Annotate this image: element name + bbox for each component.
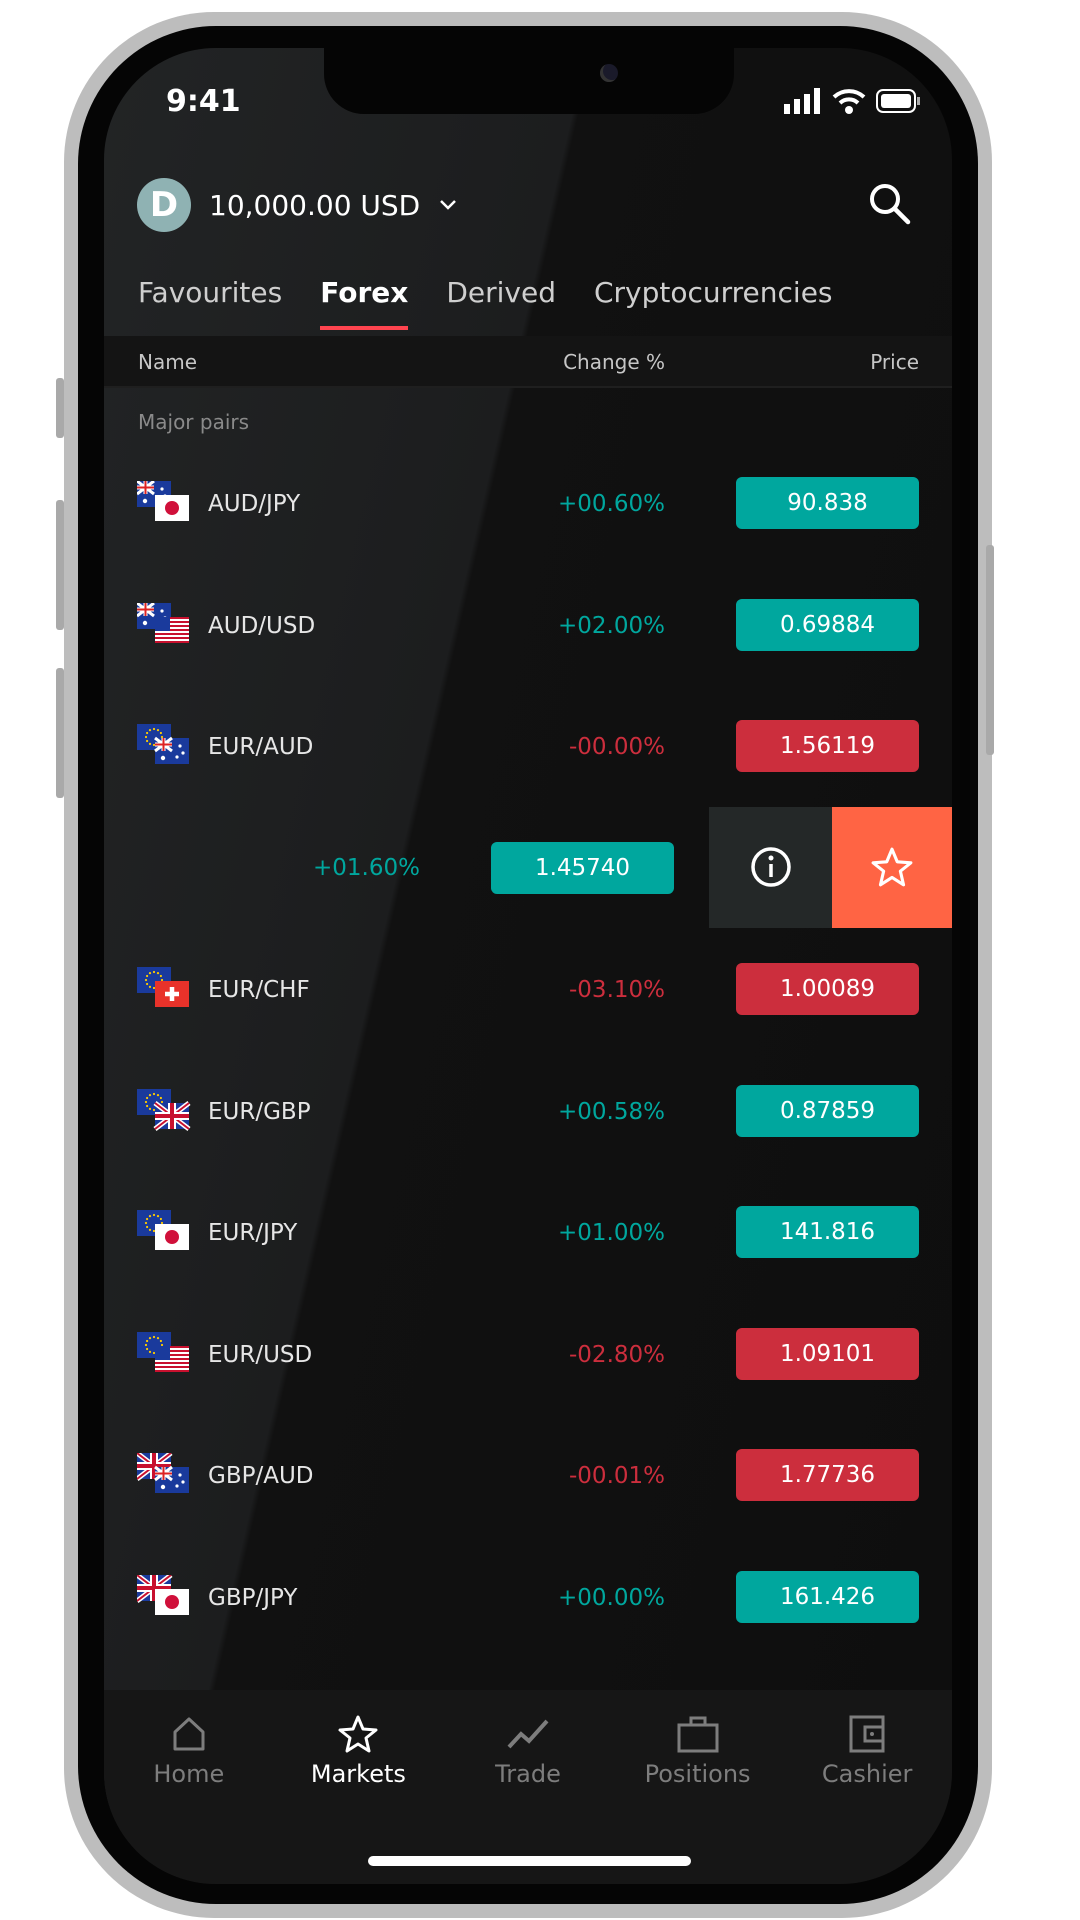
nav-label: Trade [495, 1760, 561, 1788]
nav-label: Cashier [821, 1760, 913, 1788]
symbol-name: GBP/JPY [208, 1584, 298, 1611]
side-button [56, 378, 64, 438]
market-row[interactable]: EUR/CHF -03.10% 1.00089 [104, 939, 952, 1049]
table-header: Name Change % Price [104, 336, 952, 388]
star-icon [338, 1715, 378, 1753]
add-favourite-button[interactable] [832, 806, 952, 928]
bottom-nav: Home Markets Trade Positions Cashier [104, 1690, 952, 1884]
side-button [986, 545, 994, 755]
header-name: Name [138, 350, 198, 374]
price-button[interactable]: 1.45740 [491, 841, 674, 894]
nav-markets[interactable]: Markets [274, 1690, 444, 1884]
home-indicator [368, 1856, 691, 1866]
change-percent: +00.58% [558, 1098, 665, 1125]
market-row[interactable]: GBP/JPY +00.00% 161.426 [104, 1547, 952, 1657]
wifi-icon [832, 89, 866, 114]
tab-cryptocurrencies[interactable]: Cryptocurrencies [593, 276, 833, 309]
price-button[interactable]: 1.77736 [736, 1449, 919, 1501]
currency-flags [137, 967, 189, 1007]
header-price: Price [870, 350, 919, 374]
tab-favourites[interactable]: Favourites [138, 276, 283, 309]
side-button [56, 668, 64, 798]
notch [324, 48, 734, 114]
price-button[interactable]: 1.00089 [736, 963, 919, 1015]
status-icons [784, 88, 922, 114]
market-row[interactable]: +01.60% 1.45740 [104, 806, 952, 928]
symbol-name: EUR/AUD [208, 734, 314, 760]
change-percent: +01.60% [313, 854, 420, 881]
home-icon [173, 1717, 205, 1751]
market-row[interactable]: EUR/AUD -00.00% 1.56119 [104, 696, 952, 806]
market-tabs: Favourites Forex Derived Cryptocurrencie… [104, 276, 952, 336]
currency-flags [137, 1088, 191, 1131]
price-button[interactable]: 0.69884 [736, 598, 919, 651]
market-row[interactable]: GBP/AUD -00.01% 1.77736 [104, 1425, 952, 1535]
symbol-name: EUR/CHF [208, 977, 310, 1003]
change-percent: -02.80% [569, 1341, 665, 1368]
currency-flags [137, 481, 189, 521]
symbol-name: GBP/AUD [208, 1463, 314, 1489]
symbol-name: AUD/USD [208, 612, 316, 639]
currency-flags [137, 1574, 189, 1615]
currency-flags [137, 724, 189, 764]
change-percent: +00.60% [558, 491, 665, 517]
symbol-name: EUR/JPY [208, 1220, 298, 1246]
market-row[interactable]: EUR/GBP +00.58% 0.87859 [104, 1061, 952, 1171]
change-percent: -00.01% [569, 1463, 665, 1489]
account-logo: D [137, 178, 191, 232]
market-row[interactable]: AUD/USD +02.00% 0.69884 [104, 575, 952, 685]
currency-flags [137, 1210, 189, 1250]
search-icon[interactable] [868, 182, 912, 226]
wallet-icon [849, 1715, 885, 1753]
tab-derived[interactable]: Derived [446, 276, 556, 309]
battery-icon [876, 89, 920, 113]
side-button [56, 500, 64, 630]
price-button[interactable]: 1.09101 [736, 1327, 919, 1380]
camera [600, 64, 618, 82]
symbol-name: AUD/JPY [208, 491, 301, 517]
market-row[interactable]: EUR/JPY +01.00% 141.816 [104, 1182, 952, 1292]
app-screen: 9:41 D 10,000.00 USD Favourites Forex De… [104, 48, 952, 1884]
section-title: Major pairs [138, 410, 250, 434]
change-percent: -03.10% [569, 977, 665, 1003]
price-button[interactable]: 0.87859 [736, 1084, 919, 1137]
price-button[interactable]: 141.816 [736, 1206, 919, 1258]
nav-label: Markets [310, 1760, 406, 1788]
price-button[interactable]: 1.56119 [736, 720, 919, 772]
tab-forex[interactable]: Forex [320, 276, 409, 336]
price-button[interactable]: 90.838 [736, 477, 919, 529]
change-percent: +01.00% [558, 1220, 665, 1246]
market-row[interactable]: AUD/JPY +00.60% 90.838 [104, 453, 952, 563]
price-button[interactable]: 161.426 [736, 1570, 919, 1623]
info-button[interactable] [709, 806, 832, 928]
market-row[interactable]: EUR/USD -02.80% 1.09101 [104, 1304, 952, 1414]
symbol-name: EUR/USD [208, 1341, 313, 1368]
account-balance-selector[interactable]: D 10,000.00 USD [137, 178, 458, 232]
change-percent: -00.00% [569, 734, 665, 760]
nav-trade[interactable]: Trade [443, 1690, 613, 1884]
briefcase-icon [677, 1716, 719, 1753]
nav-cashier[interactable]: Cashier [782, 1690, 952, 1884]
chart-line-icon [507, 1719, 549, 1749]
balance-amount: 10,000.00 USD [209, 188, 421, 222]
nav-positions[interactable]: Positions [613, 1690, 783, 1884]
chevron-down-icon [440, 200, 457, 210]
change-percent: +02.00% [558, 612, 665, 639]
signal-icon [784, 88, 820, 114]
star-icon [871, 847, 913, 887]
nav-label: Positions [644, 1760, 751, 1788]
nav-home[interactable]: Home [104, 1690, 274, 1884]
header-change: Change % [563, 350, 665, 374]
currency-flags [137, 1453, 189, 1493]
currency-flags [137, 602, 189, 643]
currency-flags [137, 1331, 189, 1372]
status-time: 9:41 [166, 84, 241, 119]
info-icon [750, 847, 791, 887]
change-percent: +00.00% [558, 1584, 665, 1611]
symbol-name: EUR/GBP [208, 1098, 311, 1125]
nav-label: Home [153, 1760, 225, 1788]
